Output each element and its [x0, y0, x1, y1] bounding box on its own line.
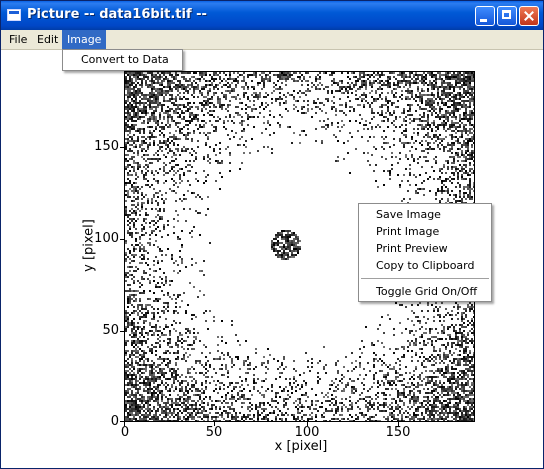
menu-file[interactable]: File: [9, 33, 28, 46]
minimize-button[interactable]: [475, 6, 495, 26]
close-button[interactable]: [519, 6, 539, 26]
ytick-label: 0: [110, 414, 119, 429]
window-title: Picture -- data16bit.tif --: [27, 7, 207, 22]
ytick-mark: [120, 239, 124, 240]
xtick-mark: [398, 422, 399, 426]
xtick-label: 0: [120, 425, 130, 440]
menu-bar: File Edit Image: [1, 30, 543, 50]
ctx-separator: [361, 278, 489, 279]
ytick-label: 50: [102, 323, 119, 338]
menu-edit[interactable]: Edit: [37, 33, 59, 46]
xtick-label: 150: [385, 425, 411, 440]
image-plot-area[interactable]: [124, 71, 475, 422]
ctx-print-image[interactable]: Print Image: [376, 225, 440, 238]
title-bar[interactable]: Picture -- data16bit.tif --: [1, 1, 543, 31]
maximize-button[interactable]: [497, 6, 517, 26]
xtick-mark: [214, 422, 215, 426]
ctx-toggle-grid[interactable]: Toggle Grid On/Off: [376, 285, 478, 298]
x-axis-label: x [pixel]: [274, 439, 328, 454]
window-icon: [7, 9, 21, 21]
xtick-label: 50: [205, 425, 223, 440]
ytick-mark: [120, 421, 124, 422]
ytick-label: 150: [94, 139, 119, 154]
xtick-mark: [124, 422, 125, 426]
xtick-label: 100: [294, 425, 320, 440]
ytick-label: 100: [94, 231, 119, 246]
y-axis-label: y [pixel]: [81, 219, 97, 272]
xtick-mark: [307, 422, 308, 426]
ctx-save-image[interactable]: Save Image: [376, 208, 441, 221]
menu-item-convert-to-data[interactable]: Convert to Data: [81, 53, 169, 66]
image-menu-dropdown: Convert to Data: [62, 49, 183, 71]
ytick-mark: [120, 331, 124, 332]
ytick-mark: [120, 147, 124, 148]
ctx-copy-to-clipboard[interactable]: Copy to Clipboard: [376, 259, 475, 272]
menu-image[interactable]: Image: [62, 30, 107, 49]
plot-context-menu: Save Image Print Image Print Preview Cop…: [358, 203, 492, 302]
ctx-print-preview[interactable]: Print Preview: [376, 242, 448, 255]
